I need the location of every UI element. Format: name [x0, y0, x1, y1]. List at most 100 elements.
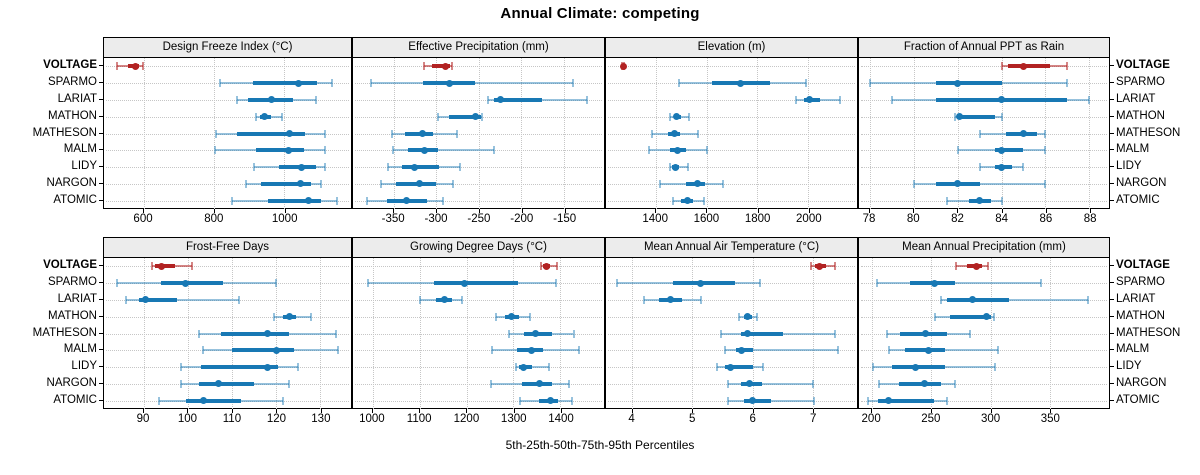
whisker-cap: [721, 179, 724, 188]
x-tick: [521, 209, 523, 213]
median-dot-lariat: [440, 296, 448, 304]
x-tick: [913, 209, 915, 213]
panel-effective-precipitation-mm: Effective Precipitation (mm): [352, 37, 605, 209]
whisker-cap: [868, 79, 871, 88]
site-label-left-sparmo: SPARMO: [48, 276, 97, 289]
x-axis-mean-annual-precipitation-mm: 200 250 300 350: [858, 409, 1110, 429]
row-gridline: [355, 383, 602, 385]
x-tick-label: 86: [1039, 213, 1053, 225]
whisker-cap: [297, 363, 300, 372]
site-label-right-voltage: VOLTAGE: [1116, 259, 1170, 272]
row-gridline: [608, 333, 855, 335]
x-axis-fraction-of-annual-ppt-as-rain: 78 80 82 84 86 88: [858, 209, 1110, 229]
y-tick-left: [99, 65, 103, 67]
whisker-cap: [875, 279, 878, 288]
site-label-right-atomic: ATOMIC: [1116, 393, 1160, 406]
whisker-cap: [890, 95, 893, 104]
x-tick-label: 1300: [500, 413, 527, 425]
y-tick-left: [99, 82, 103, 84]
y-tick-right: [1110, 282, 1114, 284]
median-dot-voltage: [543, 262, 551, 270]
median-dot-sparmo: [460, 279, 468, 287]
interval-p25-p75: [402, 165, 439, 170]
x-axis-effective-precipitation-mm: -350 -300 -250 -200 -150: [352, 209, 605, 229]
x-axis-mean-annual-air-temperature-c: 4 5 6 7: [605, 409, 858, 429]
x-tick: [143, 409, 145, 413]
whisker-cap: [686, 163, 689, 172]
whisker-cap: [450, 62, 453, 71]
x-tick: [466, 409, 468, 413]
site-label-right-nargon: NARGON: [1116, 376, 1167, 389]
x-tick: [631, 409, 633, 413]
median-dot-matheson: [263, 330, 271, 337]
whisker-cap: [142, 62, 144, 71]
whisker-cap: [391, 146, 394, 155]
whisker-cap: [867, 396, 870, 405]
whisker-cap: [150, 262, 153, 271]
x-tick: [757, 209, 759, 213]
x-tick: [1050, 409, 1052, 413]
x-tick-label: 84: [995, 213, 1009, 225]
site-label-left-lidy: LIDY: [71, 160, 97, 173]
x-tick-label: 88: [1083, 213, 1097, 225]
y-tick-left: [99, 399, 103, 401]
x-tick: [564, 209, 566, 213]
y-tick-right: [1110, 98, 1114, 100]
row-gridline: [608, 299, 855, 301]
panel-fraction-of-annual-ppt-as-rain: Fraction of Annual PPT as Rain: [858, 37, 1110, 209]
median-dot-lidy: [298, 163, 306, 171]
whisker-cap: [716, 363, 719, 372]
x-tick: [871, 409, 873, 413]
interval-p5-p95: [940, 298, 1088, 301]
y-tick-right: [1110, 349, 1114, 351]
row-gridline: [861, 133, 1107, 135]
panel-strip-effective-precipitation-mm: Effective Precipitation (mm): [353, 38, 604, 58]
whisker-cap: [699, 295, 702, 304]
whisker-cap: [672, 196, 675, 205]
whisker-cap: [954, 112, 957, 121]
x-tick-label: 800: [204, 213, 224, 225]
x-tick: [1090, 209, 1092, 213]
whisker-cap: [804, 79, 807, 88]
y-tick-right: [1110, 298, 1114, 300]
x-tick-label: 82: [951, 213, 964, 225]
y-tick-right: [1110, 265, 1114, 267]
row-gridline: [608, 316, 855, 318]
whisker-cap: [442, 196, 445, 205]
interval-p25-p75: [139, 297, 177, 302]
whisker-cap: [547, 363, 550, 372]
whisker-cap: [585, 95, 588, 104]
whisker-cap: [956, 146, 959, 155]
whisker-cap: [1088, 95, 1091, 104]
interval-p25-p75: [725, 365, 753, 370]
x-tick: [436, 209, 438, 213]
x-tick-label: 1100: [406, 413, 432, 425]
median-dot-atomic: [305, 197, 313, 205]
whisker-cap: [275, 279, 278, 288]
median-dot-lariat: [998, 96, 1006, 104]
y-tick-right: [1110, 199, 1114, 201]
whisker-cap: [834, 262, 837, 271]
row-gridline: [608, 133, 855, 135]
x-tick: [284, 209, 286, 213]
x-tick-label: -300: [424, 213, 448, 225]
whisker-cap: [668, 163, 671, 172]
y-tick-left: [99, 166, 103, 168]
site-label-right-lariat: LARIAT: [1116, 292, 1156, 305]
interval-p5-p95: [725, 349, 838, 352]
x-tick-label: -350: [381, 213, 405, 225]
whisker-cap: [945, 396, 948, 405]
y-tick-left: [99, 298, 103, 300]
median-dot-lidy: [912, 363, 920, 371]
median-dot-lariat: [496, 96, 504, 104]
whisker-cap: [1044, 179, 1047, 188]
x-axis-growing-degree-days-c: 1000 1100 1200 1300 1400: [352, 409, 605, 429]
panel-growing-degree-days-c: Growing Degree Days (°C): [352, 237, 605, 409]
panel-design-freeze-index-c: Design Freeze Index (°C): [103, 37, 352, 209]
whisker-cap: [235, 95, 238, 104]
whisker-cap: [125, 295, 128, 304]
whisker-cap: [507, 329, 510, 338]
median-dot-matheson: [1019, 130, 1027, 137]
whisker-cap: [1022, 163, 1025, 172]
